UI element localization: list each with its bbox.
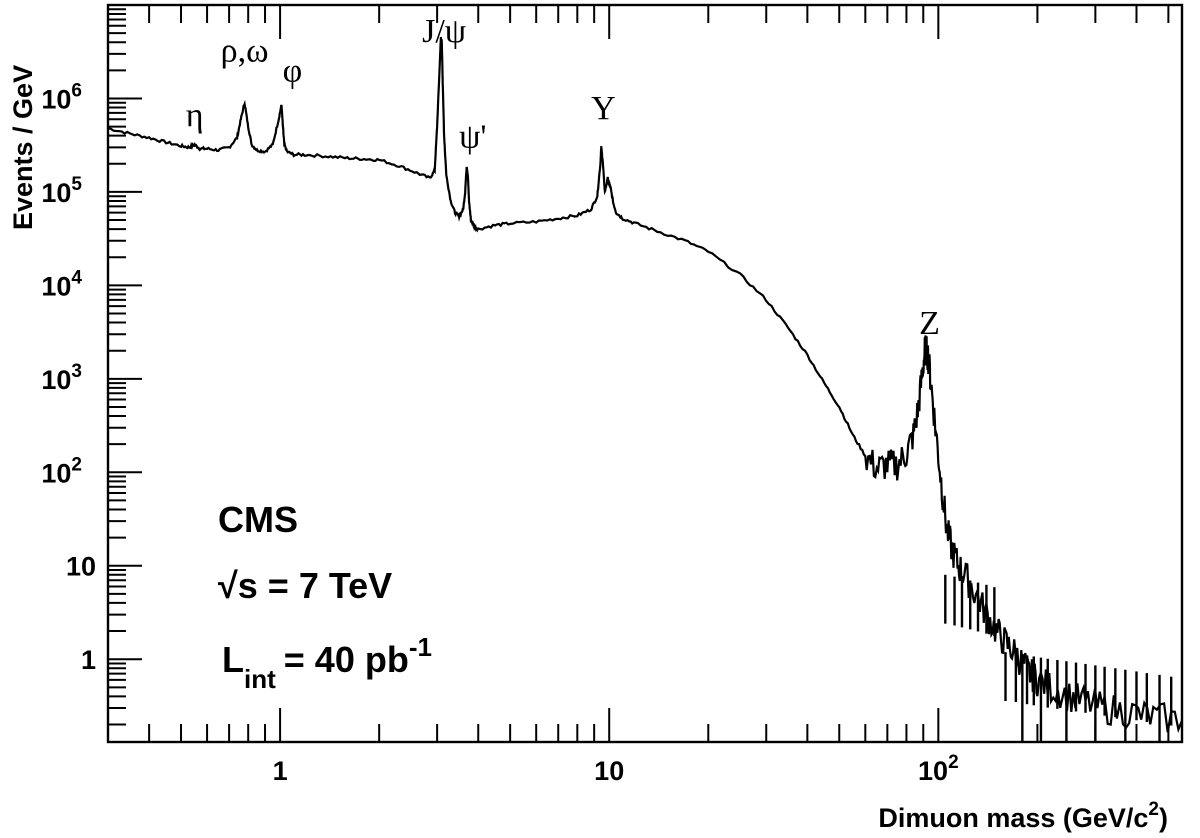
x-tick-label: 102 xyxy=(918,752,959,786)
luminosity-symbol: L xyxy=(222,639,244,680)
x-tick-label-base: 10 xyxy=(594,756,624,786)
y-tick-label-base: 10 xyxy=(41,458,71,488)
plot-frame xyxy=(106,3,1184,744)
x-axis-label-superscript: 2 xyxy=(1148,799,1159,820)
x-tick-label: 10 xyxy=(594,756,624,786)
y-tick-label: 104 xyxy=(41,267,82,301)
y-tick-label-base: 10 xyxy=(66,552,96,582)
peak-label: ρ,ω xyxy=(221,32,269,69)
luminosity-superscript: -1 xyxy=(409,632,432,662)
y-tick-label: 105 xyxy=(41,174,82,208)
y-tick-label-base: 10 xyxy=(41,365,71,395)
y-tick-label-sup: 4 xyxy=(71,267,82,288)
energy-sqrt-sign: √ xyxy=(218,565,238,606)
x-axis-label-main: Dimuon mass (GeV/c xyxy=(878,803,1148,833)
luminosity-subscript: int xyxy=(244,664,276,694)
y-tick-label-sup: 5 xyxy=(71,174,82,195)
x-axis-ticks xyxy=(107,5,1170,742)
energy-label: √s = 7 TeV xyxy=(218,565,392,606)
x-tick-label-base: 10 xyxy=(918,756,948,786)
peak-label: J/ψ xyxy=(422,13,466,50)
energy-value: s = 7 TeV xyxy=(238,565,392,606)
y-tick-label-sup: 2 xyxy=(71,454,82,475)
y-tick-label: 10 xyxy=(66,552,96,582)
x-tick-label-base: 1 xyxy=(273,756,288,786)
y-tick-label: 1 xyxy=(81,645,96,675)
y-tick-label-base: 1 xyxy=(81,645,96,675)
y-tick-label-sup: 6 xyxy=(71,80,82,101)
peak-label: η xyxy=(186,98,204,135)
x-tick-label-sup: 2 xyxy=(948,752,959,773)
high-mass-fluctuation-marks xyxy=(944,574,1173,742)
peak-label: Z xyxy=(919,305,940,342)
y-tick-label: 106 xyxy=(41,80,82,114)
x-axis-tick-labels: 1 10 102 xyxy=(273,752,959,786)
x-axis-label: Dimuon mass (GeV/c2) xyxy=(878,799,1168,833)
y-tick-label: 102 xyxy=(41,454,82,488)
info-box: CMS √s = 7 TeV Lint = 40 pb-1 xyxy=(218,499,432,694)
plot-border xyxy=(106,3,1184,744)
y-axis-ticks xyxy=(108,4,142,726)
peak-label: φ xyxy=(283,53,303,90)
series-line-dimuon-spectrum xyxy=(107,37,1184,734)
peak-annotations: η ρ,ω φ J/ψ ψ' Υ Z xyxy=(186,13,940,342)
luminosity-label: Lint = 40 pb-1 xyxy=(222,632,432,694)
y-tick-label: 103 xyxy=(41,361,82,395)
peak-label: Υ xyxy=(591,90,616,127)
experiment-label: CMS xyxy=(218,499,298,540)
peak-label: ψ' xyxy=(459,118,486,155)
x-axis-label-close: ) xyxy=(1159,803,1168,833)
y-tick-label-base: 10 xyxy=(41,84,71,114)
y-tick-label-sup: 3 xyxy=(71,361,82,382)
y-tick-label-base: 10 xyxy=(41,271,71,301)
x-tick-label: 1 xyxy=(273,756,288,786)
y-tick-label-base: 10 xyxy=(41,178,71,208)
luminosity-value: = 40 pb xyxy=(284,639,409,680)
y-axis-label: Events / GeV xyxy=(8,65,38,230)
